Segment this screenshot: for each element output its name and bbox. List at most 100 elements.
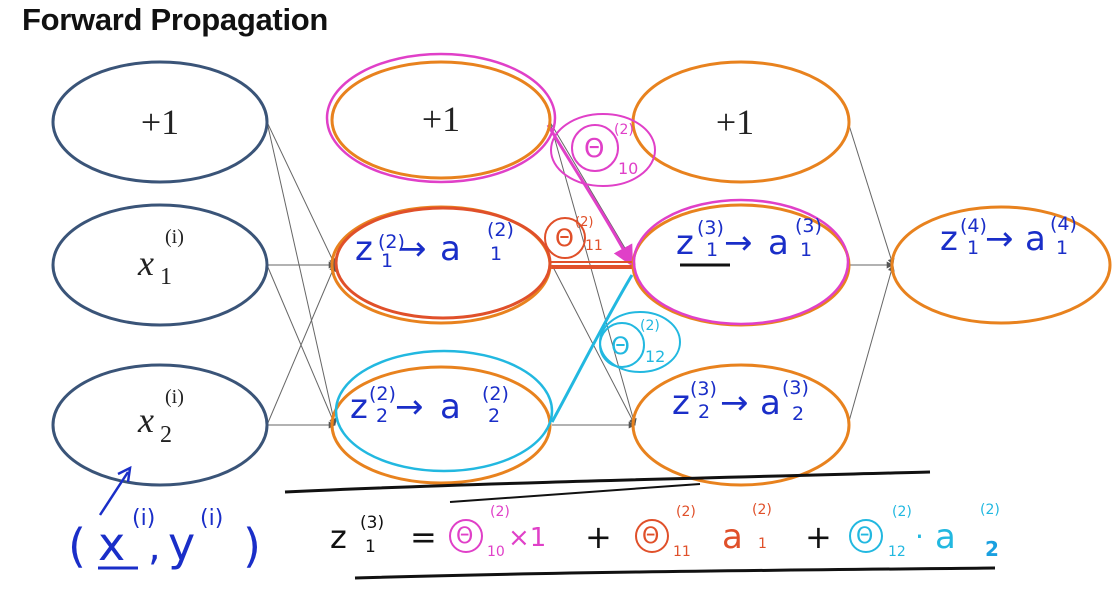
theta12-label: Θ (2) 12: [611, 318, 665, 366]
svg-text:12: 12: [645, 347, 665, 366]
theta12-circle-outer: [599, 311, 681, 373]
svg-text:(2): (2): [676, 504, 696, 520]
svg-text:(2): (2): [378, 231, 405, 253]
svg-text:(: (: [68, 519, 86, 573]
node-l2-u1-red: [334, 206, 552, 320]
edge-theta12-highlight: [550, 274, 634, 423]
svg-text:2: 2: [160, 422, 172, 448]
equation-bottom-rule: [354, 566, 996, 580]
svg-text:a: a: [935, 517, 956, 557]
svg-text:Θ: Θ: [856, 524, 873, 549]
svg-text:+: +: [805, 518, 832, 556]
svg-text:Θ: Θ: [456, 524, 473, 549]
svg-text:(i): (i): [132, 506, 155, 531]
svg-text:(2): (2): [490, 504, 510, 520]
svg-text:z: z: [350, 387, 368, 427]
svg-text:(3): (3): [795, 215, 822, 237]
edges-layer1-layer2: [266, 121, 338, 429]
svg-text:12: 12: [888, 544, 906, 560]
l1-x1-label: x 1 (i): [137, 226, 184, 290]
svg-text:a: a: [1025, 219, 1046, 259]
svg-text:): ): [243, 519, 261, 573]
svg-text:10: 10: [618, 159, 638, 178]
theta10-circle-outer: [550, 113, 656, 187]
svg-text:(2): (2): [614, 122, 634, 138]
svg-text:z: z: [330, 518, 347, 556]
theta11-label: Θ (2) 11: [555, 215, 603, 254]
node-l3-bias: [631, 60, 851, 184]
svg-text:z: z: [355, 229, 373, 269]
edge-theta10-highlight: [546, 124, 634, 267]
svg-text:(i): (i): [165, 386, 184, 408]
node-l1-x2: [51, 363, 269, 487]
svg-text:(2): (2): [369, 383, 396, 405]
l3-bias-label: +1: [716, 102, 754, 142]
svg-text:(4): (4): [1050, 213, 1077, 235]
node-l2-bias: [330, 60, 552, 180]
svg-text:(3): (3): [690, 378, 717, 400]
svg-text:a: a: [760, 383, 781, 423]
svg-text:1: 1: [365, 537, 376, 557]
l3-u1-label: z (3) 1 → a (3) 1: [676, 215, 822, 263]
svg-text:a: a: [440, 387, 461, 427]
l2-bias-label: +1: [422, 99, 460, 139]
svg-text:×1: ×1: [508, 523, 546, 553]
svg-text:y: y: [168, 517, 195, 571]
svg-text:z: z: [672, 383, 690, 423]
svg-text:(3): (3): [782, 377, 809, 399]
svg-text:=: =: [410, 518, 437, 556]
svg-text:(2): (2): [487, 219, 514, 241]
svg-text:1: 1: [1056, 237, 1068, 259]
equation-top-rule-2: [449, 483, 701, 503]
node-l3-u2: [631, 363, 851, 487]
theta11-circle: [544, 217, 586, 259]
svg-text:+: +: [585, 518, 612, 556]
node-l2-u2-cyan: [334, 349, 554, 473]
l2-u1-label: z (2) 1 → a (2) 1: [355, 219, 514, 272]
svg-text:1: 1: [160, 264, 172, 290]
equation-top-rule: [284, 470, 931, 494]
node-l2-bias-pink: [325, 52, 557, 184]
svg-text:Θ: Θ: [611, 332, 630, 360]
svg-text:(3): (3): [697, 217, 724, 239]
equation: z (3) 1 = Θ (2) 10 ×1 + Θ (2) 11 a (2) 1…: [330, 502, 1000, 561]
svg-text:→: →: [398, 229, 427, 269]
svg-text:(4): (4): [960, 215, 987, 237]
svg-text:(2): (2): [892, 504, 912, 520]
theta10-circle: [571, 124, 619, 172]
svg-text:x: x: [137, 400, 154, 440]
svg-text:,: ,: [148, 524, 161, 570]
svg-text:1: 1: [381, 250, 393, 272]
svg-text:2: 2: [792, 403, 804, 425]
training-example: ( x (i) , y (i) ): [68, 465, 261, 573]
svg-text:→: →: [724, 223, 753, 263]
svg-text:2: 2: [985, 537, 999, 561]
svg-text:→: →: [720, 383, 749, 423]
svg-text:→: →: [395, 387, 424, 427]
svg-text:Θ: Θ: [584, 134, 604, 164]
svg-text:10: 10: [487, 544, 505, 560]
l2-u2-label: z (2) 2 → a (2) 2: [350, 383, 509, 427]
l3-u2-label: z (3) 2 → a (3) 2: [672, 377, 809, 425]
svg-text:·: ·: [915, 520, 924, 553]
l1-x2-label: x 2 (i): [137, 386, 184, 448]
svg-text:2: 2: [698, 401, 710, 423]
svg-text:(2): (2): [980, 502, 1000, 518]
svg-text:(i): (i): [200, 506, 223, 531]
svg-text:a: a: [440, 229, 461, 269]
svg-text:11: 11: [673, 544, 691, 560]
svg-text:1: 1: [490, 243, 502, 265]
svg-text:(i): (i): [165, 226, 184, 248]
svg-text:1: 1: [758, 536, 767, 552]
theta10-label: Θ (2) 10: [584, 122, 638, 178]
svg-text:2: 2: [376, 405, 388, 427]
svg-text:(2): (2): [575, 215, 593, 230]
svg-text:z: z: [676, 223, 694, 263]
node-l4-u1: [890, 205, 1112, 325]
l4-u1-label: z (4) 1 → a (4) 1: [940, 213, 1077, 259]
svg-text:1: 1: [967, 237, 979, 259]
edges-layer3-layer4: [847, 121, 895, 426]
svg-text:x: x: [98, 517, 125, 571]
